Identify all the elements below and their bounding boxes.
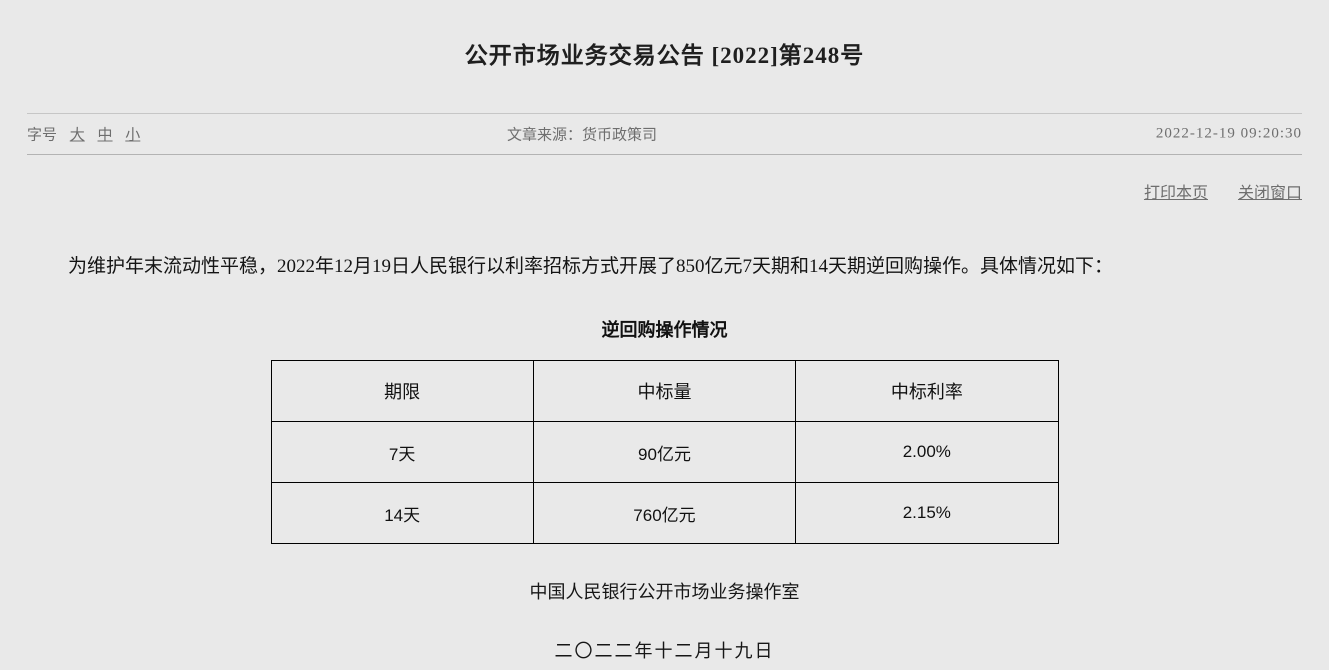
table-title: 逆回购操作情况 <box>601 320 728 340</box>
page-title: 公开市场业务交易公告 [2022]第248号 <box>464 43 865 68</box>
meta-bar: 字号 大 中 小 文章来源：货币政策司 2022-12-19 09:20:30 <box>27 113 1302 155</box>
font-size-medium-link[interactable]: 中 <box>97 127 113 144</box>
table-cell-volume: 90亿元 <box>532 421 797 483</box>
font-size-large-link[interactable]: 大 <box>69 127 85 144</box>
page-actions: 打印本页 关闭窗口 <box>27 179 1302 202</box>
table-header-rate: 中标利率 <box>795 360 1059 422</box>
font-size-control: 字号 大 中 小 <box>27 124 140 145</box>
announcement-paragraph: 为维护年末流动性平稳，2022年12月19日人民银行以利率招标方式开展了850亿… <box>68 256 1114 277</box>
table-cell-term: 7天 <box>270 421 534 483</box>
article-source-value: 货币政策司 <box>582 127 658 144</box>
publish-timestamp: 2022-12-19 09:20:30 <box>1155 125 1302 142</box>
operations-table: 期限 中标量 中标利率 7天 90亿元 2.00% 14天 760亿元 2.15… <box>270 360 1059 544</box>
table-cell-term: 14天 <box>270 482 534 544</box>
table-header-row: 期限 中标量 中标利率 <box>270 360 1059 422</box>
table-cell-volume: 760亿元 <box>532 482 797 544</box>
table-header-term: 期限 <box>270 360 534 422</box>
table-row: 14天 760亿元 2.15% <box>270 482 1059 544</box>
close-window-link[interactable]: 关闭窗口 <box>1237 185 1302 202</box>
font-size-small-link[interactable]: 小 <box>125 127 141 144</box>
table-row: 7天 90亿元 2.00% <box>270 421 1059 483</box>
article-source: 文章来源：货币政策司 <box>507 124 657 145</box>
font-size-label: 字号 <box>27 127 58 144</box>
table-header-volume: 中标量 <box>532 360 797 422</box>
print-page-link[interactable]: 打印本页 <box>1143 185 1208 202</box>
article-source-label: 文章来源： <box>507 127 583 144</box>
announcement-date: 二〇二二年十二月十九日 <box>554 641 775 661</box>
table-cell-rate: 2.15% <box>795 482 1059 544</box>
table-cell-rate: 2.00% <box>795 421 1059 483</box>
issuer-signature: 中国人民银行公开市场业务操作室 <box>529 582 800 602</box>
